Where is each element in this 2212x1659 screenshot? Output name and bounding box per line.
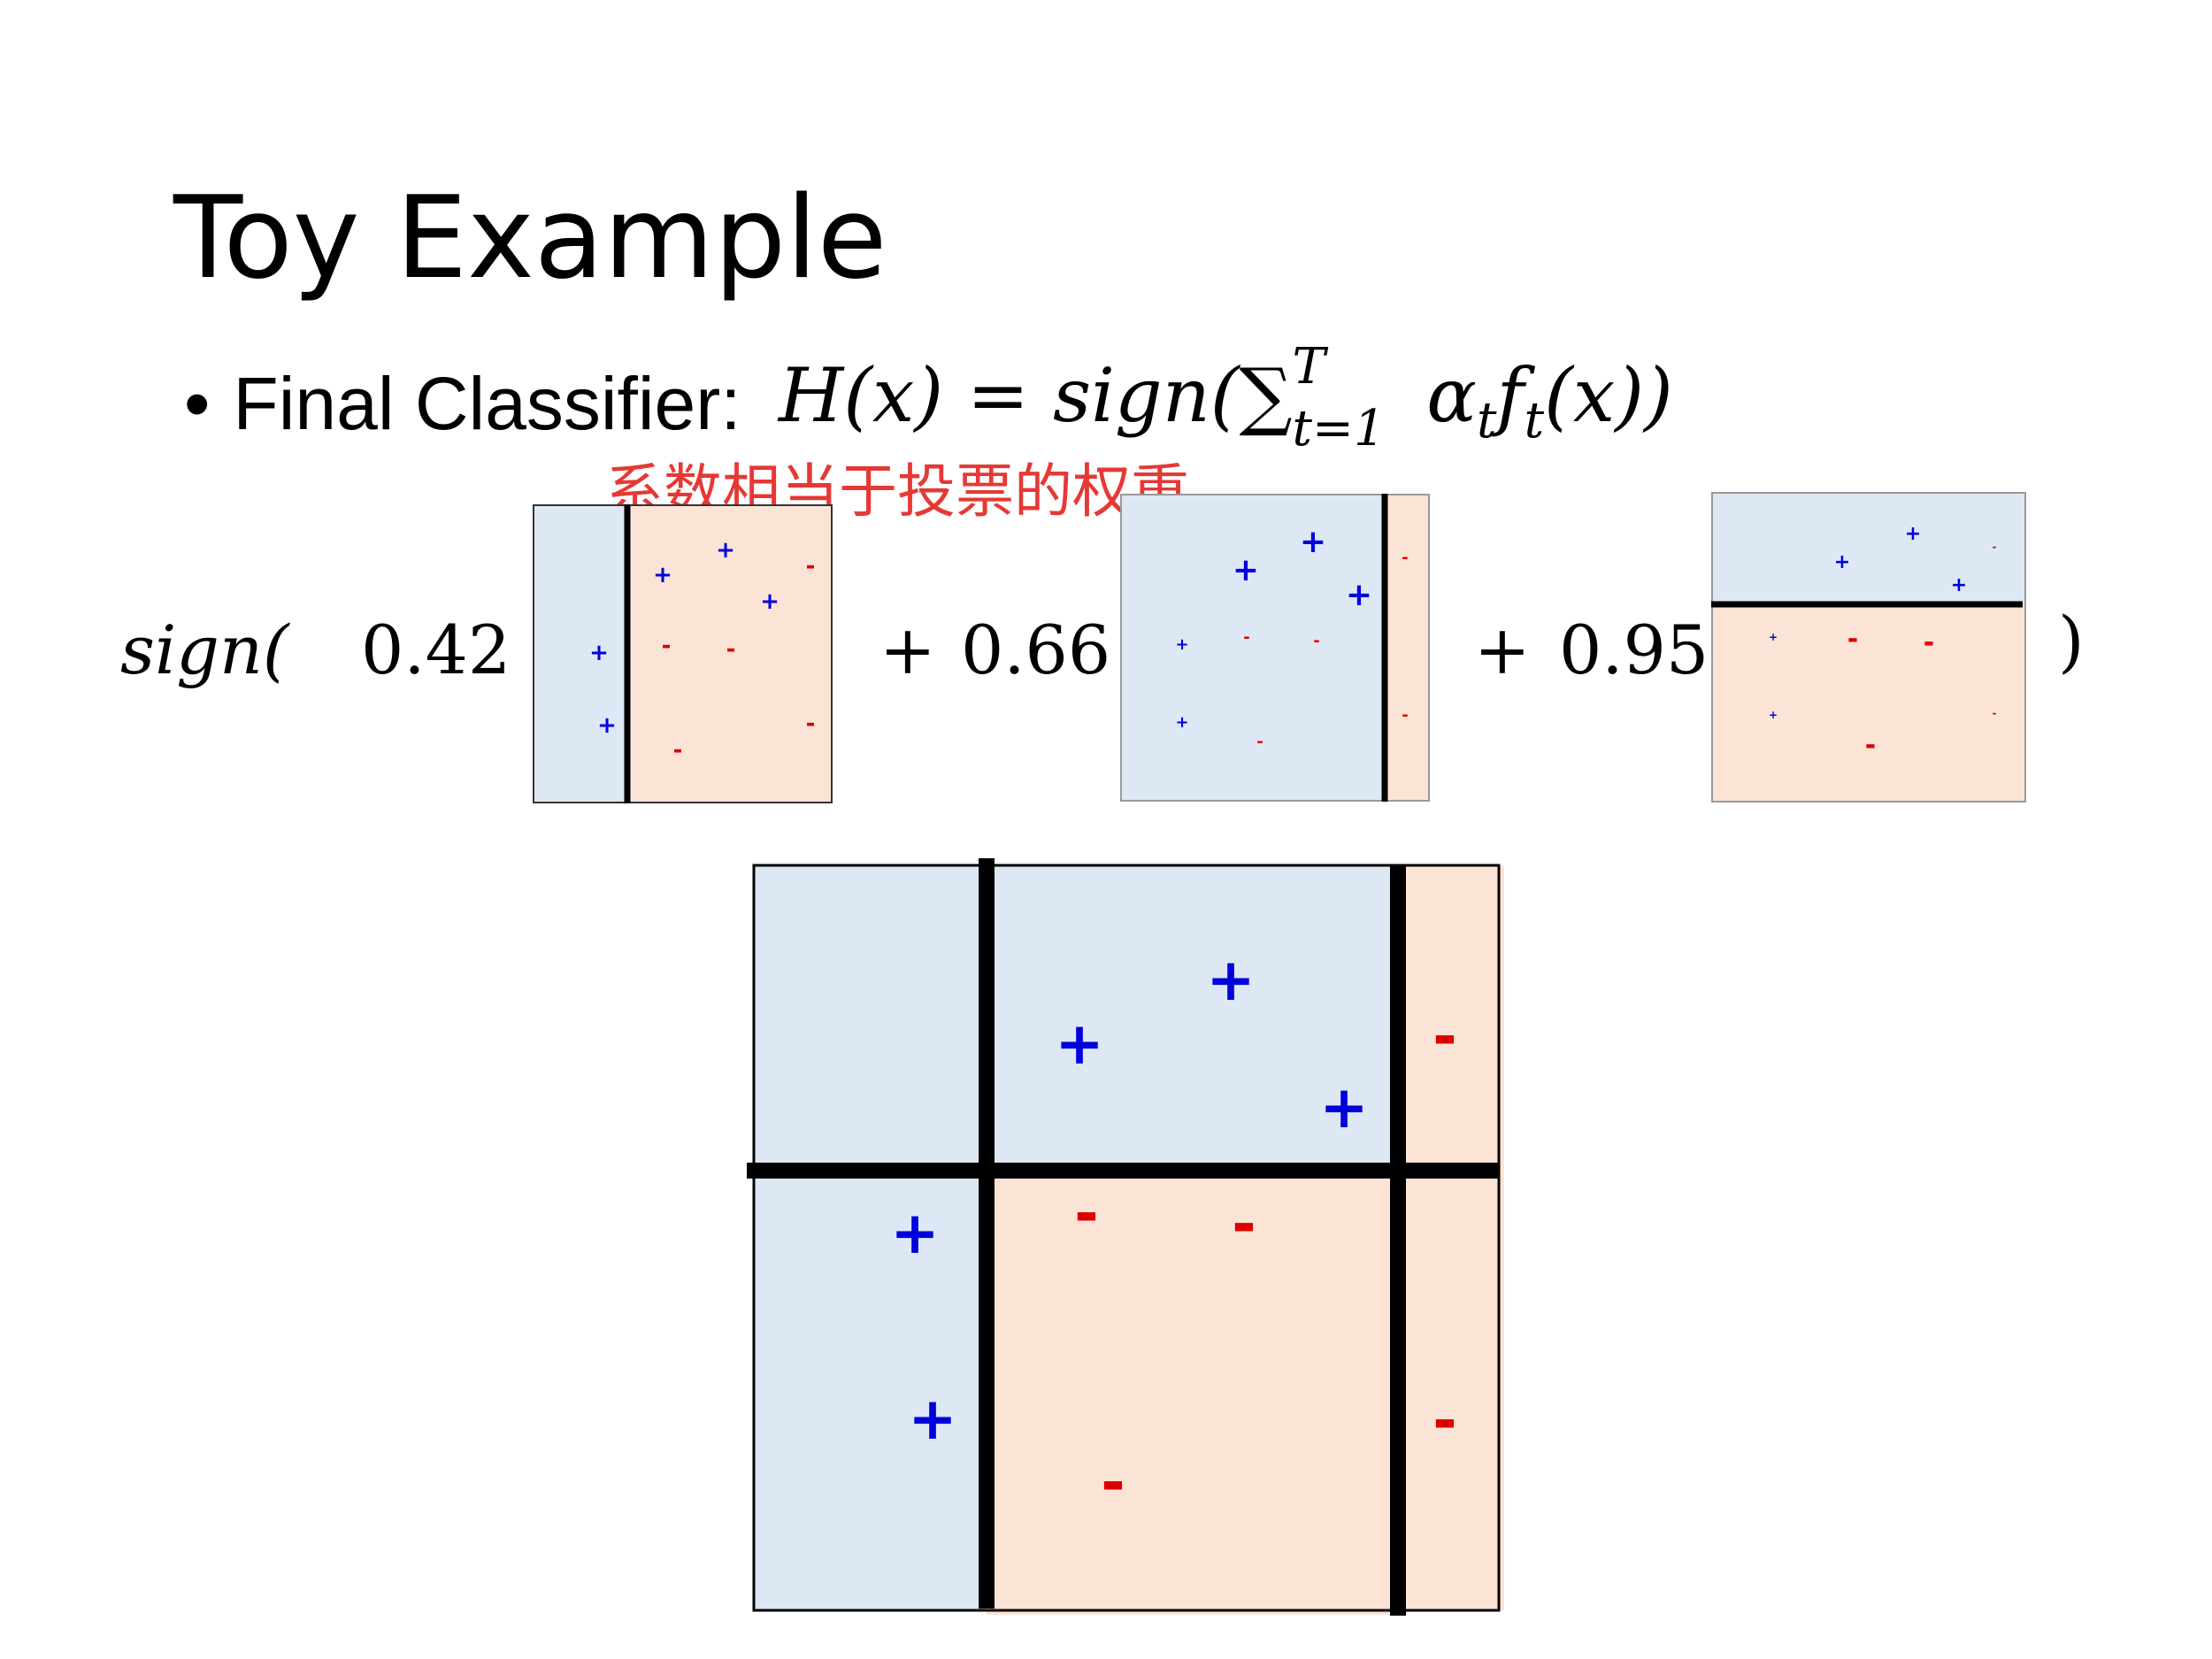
plus-point: + (1175, 635, 1188, 654)
formula-sub: t=1 (1292, 400, 1386, 457)
formula-lhs: H(x) = sign( (779, 352, 1240, 439)
region-positive (534, 505, 627, 803)
region-positive-left (754, 865, 987, 1610)
plus-point: + (1951, 574, 1967, 596)
weak-classifier-3: + + + + + - - - - - (1711, 492, 2026, 803)
plus-point: + (890, 1199, 939, 1267)
formula-alpha-sub: t (1476, 391, 1497, 449)
plus-point: + (760, 588, 780, 615)
plus-point: + (1905, 523, 1921, 545)
region-positive (1121, 495, 1385, 801)
plus-point: + (1300, 524, 1326, 560)
plus-point: + (1206, 946, 1255, 1014)
final-classifier-svg: + + + + + - - - - - (747, 858, 1504, 1616)
minus-point: - (1993, 707, 1997, 719)
minus-point: - (1847, 624, 1858, 655)
region-negative (1385, 495, 1429, 801)
minus-point: - (726, 636, 736, 663)
minus-point: - (1993, 541, 1997, 553)
plus-point: + (908, 1385, 956, 1453)
minus-point: - (662, 633, 672, 659)
close-paren: ) (2058, 602, 2085, 680)
minus-point: - (1402, 549, 1408, 567)
region-positive (1712, 493, 2025, 604)
region-positive-top (987, 865, 1398, 1171)
plus-point: + (1834, 551, 1850, 573)
formula-alpha: α (1426, 352, 1477, 439)
minus-point: - (673, 737, 683, 764)
minus-point: - (1313, 632, 1319, 650)
weight-1: 0.42 (361, 611, 511, 689)
bullet-label: Final Classifier: (233, 362, 741, 445)
minus-point: - (1256, 733, 1263, 751)
region-negative (1712, 604, 2025, 802)
plus-point: + (1319, 1073, 1368, 1141)
grid-border (752, 864, 1501, 1612)
plus-point: + (716, 537, 735, 564)
weak-classifier-3-svg: + + + + + - - - - - (1711, 492, 2026, 803)
plus-point: + (1175, 713, 1188, 732)
plus-point: + (1233, 552, 1259, 588)
weight-3: 0.95 (1559, 611, 1709, 689)
weak-classifier-2-svg: + + + + + - - - - - (1120, 494, 1430, 802)
region-negative-right (1398, 865, 1504, 1610)
formula-sup: T (1292, 338, 1325, 396)
minus-point: - (1074, 1179, 1098, 1248)
minus-point: - (1232, 1190, 1256, 1258)
plus-point: + (1769, 631, 1778, 643)
plus-operator-2: + (1474, 611, 1531, 689)
minus-point: - (1432, 1002, 1456, 1071)
minus-point: - (806, 710, 816, 737)
plus-point: + (597, 712, 617, 739)
weak-classifier-2: + + + + + - - - - - (1120, 494, 1430, 803)
formula-f-sub: t (1524, 391, 1545, 449)
bullet-final-classifier: • Final Classifier: (184, 361, 741, 447)
weight-2: 0.66 (961, 611, 1111, 689)
formula-sum: ∑ (1239, 352, 1293, 439)
panel-border (1711, 492, 2026, 803)
region-negative-center (987, 1171, 1398, 1615)
sign-open: sign( (120, 611, 289, 689)
panel-border (533, 504, 833, 803)
plus-point: + (1769, 709, 1778, 721)
minus-point: - (1432, 1386, 1456, 1455)
minus-point: - (806, 553, 816, 580)
bullet-dot: • (184, 362, 211, 445)
minus-point: - (1243, 628, 1249, 647)
minus-point: - (1402, 706, 1408, 725)
formula-end: (x)) (1544, 352, 1673, 439)
weak-classifier-1: + + + + + - - - - - (533, 504, 833, 805)
panel-border (1120, 494, 1430, 802)
plus-point: + (589, 640, 609, 666)
plus-operator-1: + (879, 611, 936, 689)
slide-title: Toy Example (173, 173, 887, 304)
formula-f: f (1496, 352, 1525, 439)
minus-point: - (1924, 627, 1934, 658)
plus-point: + (1346, 577, 1372, 613)
minus-point: - (1865, 730, 1876, 761)
minus-point: - (1101, 1448, 1125, 1517)
plus-point: + (1055, 1010, 1103, 1078)
plus-point: + (653, 562, 672, 588)
weak-classifier-1-svg: + + + + + - - - - - (533, 504, 833, 803)
final-classifier-grid: + + + + + - - - - - (747, 858, 1508, 1619)
region-negative (627, 505, 832, 803)
